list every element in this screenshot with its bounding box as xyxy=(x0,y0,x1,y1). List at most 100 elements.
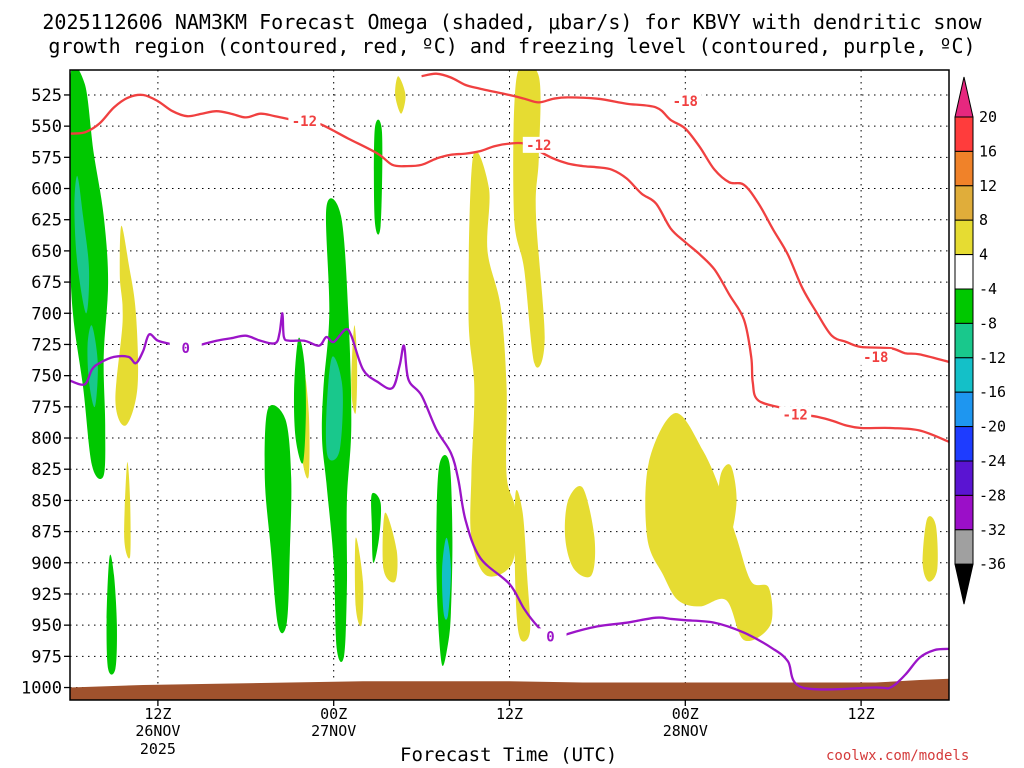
y-tick-label: 950 xyxy=(31,616,62,636)
omega-area xyxy=(74,175,90,314)
y-tick-label: 925 xyxy=(31,585,62,605)
colorbar-label: 20 xyxy=(979,108,997,126)
colorbar-swatch xyxy=(954,254,974,290)
colorbar-swatch xyxy=(954,426,974,462)
colorbar-label: -24 xyxy=(979,452,1006,470)
y-tick-label: 850 xyxy=(31,491,62,511)
colorbar-label: -4 xyxy=(979,280,997,298)
contour-label: 0 xyxy=(546,629,554,645)
y-tick-label: 625 xyxy=(31,211,62,231)
contour-label-bg xyxy=(288,113,321,130)
chart-title-line2: growth region (contoured, red, ºC) and f… xyxy=(48,34,976,58)
dgz-contour-line xyxy=(70,93,949,443)
contour-label: -12 xyxy=(783,407,808,423)
contour-label: -12 xyxy=(526,138,551,154)
contour-label-bg xyxy=(779,406,812,423)
y-tick-label: 575 xyxy=(31,148,62,168)
x-tick-label: 12Z xyxy=(496,705,523,723)
contour-label: -12 xyxy=(292,114,317,130)
x-tick-label: 00Z xyxy=(320,705,347,723)
colorbar-swatch xyxy=(954,116,974,152)
colorbar-swatch xyxy=(954,150,974,187)
colorbar-swatch xyxy=(954,185,974,221)
colorbar-swatch xyxy=(954,288,974,324)
colorbar-swatch xyxy=(954,460,974,496)
colorbar-swatch xyxy=(954,219,974,256)
y-tick-label: 525 xyxy=(31,86,62,106)
y-tick-label: 725 xyxy=(31,335,62,355)
colorbar-label: 8 xyxy=(979,211,988,229)
colorbar-swatch xyxy=(954,494,974,531)
omega-rising-area xyxy=(718,464,737,538)
x-tick-label: 12Z xyxy=(144,705,171,723)
x-tick-date: 28NOV xyxy=(663,722,708,740)
colorbar-label: -16 xyxy=(979,383,1006,401)
colorbar-top-arrow xyxy=(954,76,974,118)
plot-area xyxy=(70,70,949,700)
omega-area xyxy=(441,537,451,620)
x-tick-date: 27NOV xyxy=(311,722,356,740)
contour-label: -18 xyxy=(863,350,888,366)
colorbar-swatch xyxy=(954,322,974,359)
omega-rising-area xyxy=(922,516,938,582)
dgz-contour-line xyxy=(421,72,949,364)
colorbar-label: 4 xyxy=(979,246,988,264)
colorbar-swatch xyxy=(954,357,974,393)
contours: -12 -12 -12 -18 -18 0 0 xyxy=(70,72,949,691)
x-tick-year: 2025 xyxy=(140,740,176,758)
omega-rising-area xyxy=(124,462,131,559)
omega-area xyxy=(264,405,292,634)
omega-area xyxy=(325,356,343,461)
contour-label-bg xyxy=(534,628,567,645)
y-tick-label: 775 xyxy=(31,398,62,418)
x-tick-date: 26NOV xyxy=(135,722,180,740)
colorbar-label: 12 xyxy=(979,177,997,195)
omega-area xyxy=(106,554,117,675)
colorbar-swatch xyxy=(954,391,974,428)
omega-rising-area xyxy=(122,275,131,348)
omega-area xyxy=(293,337,306,464)
omega-rising-area xyxy=(514,489,531,642)
contour-label-bg xyxy=(169,340,202,357)
contour-label-bg xyxy=(669,93,702,110)
contour-label-bg xyxy=(859,348,892,365)
omega-rising-area xyxy=(564,486,596,578)
x-axis-title: Forecast Time (UTC) xyxy=(400,744,618,766)
omega-rising-area xyxy=(354,537,364,627)
y-tick-label: 750 xyxy=(31,367,62,387)
y-tick-label: 825 xyxy=(31,460,62,480)
chart-title-line1: 2025112606 NAM3KM Forecast Omega (shaded… xyxy=(42,10,982,34)
omega-rising-area xyxy=(468,151,517,577)
axes: 525 550 575 600 625 650 675 700 725 750 775 800 825 8… xyxy=(21,86,875,758)
ground-terrain xyxy=(70,678,949,700)
contour-label: 0 xyxy=(182,341,190,357)
contour-label: -18 xyxy=(673,94,698,110)
y-tick-label: 675 xyxy=(31,273,62,293)
omega-area xyxy=(87,325,98,408)
colorbar-label: 16 xyxy=(979,142,997,160)
omega-rising-area xyxy=(645,412,773,642)
colorbar-label: -8 xyxy=(979,314,997,332)
credit-text: coolwx.com/models xyxy=(826,748,970,764)
y-tick-label: 975 xyxy=(31,647,62,667)
y-tick-label: 1000 xyxy=(21,679,62,699)
y-tick-label: 550 xyxy=(31,117,62,137)
y-tick-label: 700 xyxy=(31,304,62,324)
x-tick-label: 12Z xyxy=(848,705,875,723)
colorbar-swatch xyxy=(954,529,974,565)
y-tick-label: 800 xyxy=(31,429,62,449)
omega-rising-area xyxy=(395,76,406,114)
contour-label-bg xyxy=(522,136,555,153)
omega-rising-area xyxy=(382,512,398,583)
ground xyxy=(70,678,949,700)
y-tick-label: 650 xyxy=(31,242,62,262)
colorbar-label: -32 xyxy=(979,521,1006,539)
y-tick-label: 875 xyxy=(31,523,62,543)
y-tick-label: 600 xyxy=(31,180,62,200)
y-tick-label: 900 xyxy=(31,554,62,574)
x-tick-label: 00Z xyxy=(672,705,699,723)
colorbar: 20 16 12 8 4 -4 -8 -12 -16 -20 -24 -28 -32 -36 xyxy=(954,76,1006,605)
omega-area xyxy=(373,119,383,235)
colorbar-label: -20 xyxy=(979,418,1006,436)
